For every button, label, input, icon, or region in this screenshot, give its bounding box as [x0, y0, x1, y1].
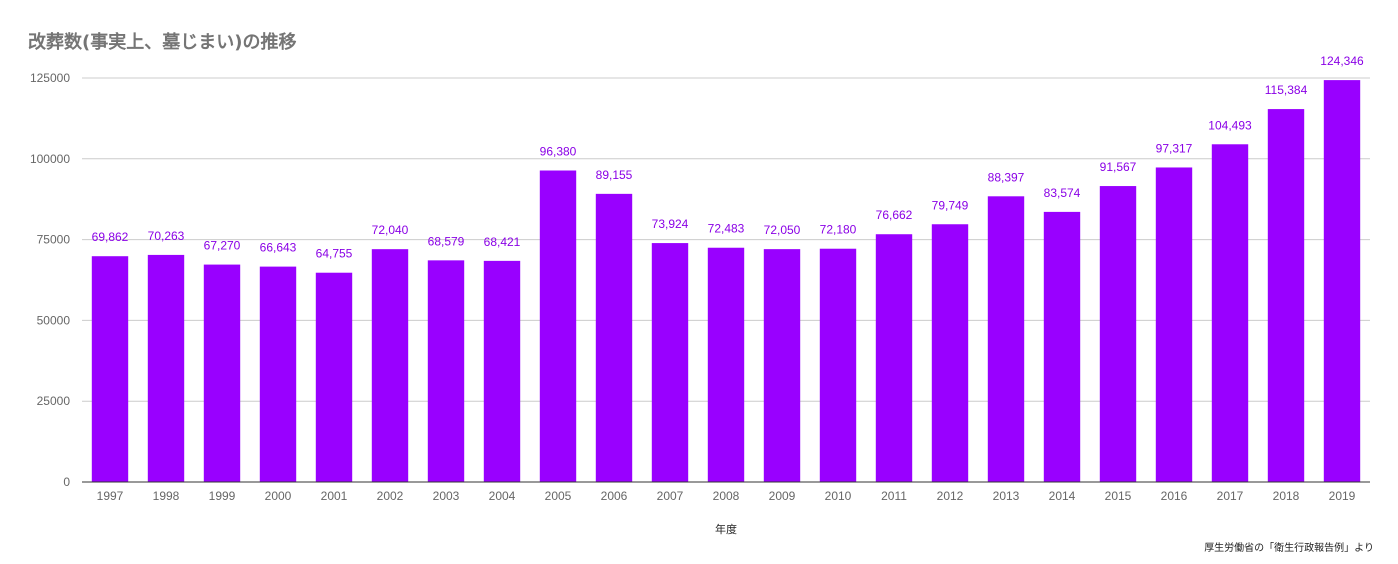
data-label: 72,180 [820, 223, 857, 237]
x-tick-label: 2006 [601, 489, 628, 503]
bar [203, 264, 241, 482]
bar [987, 196, 1025, 482]
x-tick-label: 2016 [1161, 489, 1188, 503]
data-label: 83,574 [1044, 186, 1081, 200]
data-label: 73,924 [652, 217, 689, 231]
source-note: 厚生労働省の「衛生行政報告例」より [1204, 543, 1374, 554]
bar [595, 193, 633, 482]
data-label: 70,263 [148, 229, 185, 243]
x-tick-label: 1998 [153, 489, 180, 503]
x-tick-label: 2017 [1217, 489, 1244, 503]
bar [259, 266, 297, 482]
data-label: 68,421 [484, 235, 521, 249]
x-tick-label: 2001 [321, 489, 348, 503]
bar [539, 170, 577, 482]
data-label: 124,346 [1320, 54, 1364, 68]
data-label: 66,643 [260, 241, 297, 255]
bar [147, 254, 185, 482]
x-tick-label: 2014 [1049, 489, 1076, 503]
data-label: 64,755 [316, 247, 353, 261]
x-tick-label: 2000 [265, 489, 292, 503]
data-label: 67,270 [204, 239, 241, 253]
data-label: 72,050 [764, 223, 801, 237]
bar [1323, 80, 1361, 482]
x-tick-label: 1997 [97, 489, 124, 503]
x-tick-label: 2015 [1105, 489, 1132, 503]
data-label: 89,155 [596, 168, 633, 182]
y-axis-ticks: 0 25000 50000 75000 100000 125000 [30, 71, 70, 489]
x-tick-label: 2013 [993, 489, 1020, 503]
x-tick-label: 2004 [489, 489, 516, 503]
x-axis-ticks: 1997 1998 1999 2000 2001 2002 2003 2004 2005 2006… [97, 489, 1356, 503]
data-label: 115,384 [1265, 83, 1308, 97]
bar [931, 224, 969, 483]
bar [1043, 211, 1081, 482]
x-tick-label: 2002 [377, 489, 404, 503]
y-tick-label: 0 [63, 475, 70, 489]
bar [651, 243, 689, 482]
bar [1267, 109, 1305, 482]
y-tick-label: 50000 [37, 313, 71, 327]
data-label: 96,380 [540, 144, 577, 158]
data-label: 72,483 [708, 222, 745, 236]
bar [875, 234, 913, 482]
x-tick-label: 2019 [1329, 489, 1356, 503]
data-label: 88,397 [988, 170, 1025, 184]
bar [91, 256, 129, 482]
data-labels: 69,862 70,263 67,270 66,643 64,755 72,040 68,5… [92, 54, 1364, 261]
x-tick-label: 1999 [209, 489, 236, 503]
x-tick-label: 2008 [713, 489, 740, 503]
y-tick-label: 25000 [37, 394, 71, 408]
x-tick-label: 2005 [545, 489, 572, 503]
y-tick-label: 75000 [37, 233, 71, 247]
bar [1211, 144, 1249, 482]
bar [1155, 167, 1193, 483]
data-label: 97,317 [1156, 141, 1193, 155]
data-label: 104,493 [1208, 118, 1252, 132]
chart-title: 改葬数(事実上、墓じまい)の推移 [28, 32, 297, 53]
bar [1099, 186, 1137, 482]
x-tick-label: 2009 [769, 489, 796, 503]
y-tick-label: 100000 [30, 152, 70, 166]
bar [763, 249, 801, 482]
bar [483, 260, 521, 482]
x-tick-label: 2010 [825, 489, 852, 503]
bar [427, 260, 465, 482]
x-axis-title: 年度 [715, 522, 737, 536]
x-tick-label: 2018 [1273, 489, 1300, 503]
x-tick-label: 2003 [433, 489, 460, 503]
bar [707, 247, 745, 482]
x-tick-label: 2007 [657, 489, 684, 503]
data-label: 79,749 [932, 198, 969, 212]
bar [371, 249, 409, 482]
y-tick-label: 125000 [30, 71, 70, 85]
data-label: 76,662 [876, 208, 913, 222]
bars [91, 80, 1361, 483]
x-tick-label: 2012 [937, 489, 964, 503]
bar [315, 272, 353, 482]
data-label: 72,040 [372, 223, 409, 237]
x-tick-label: 2011 [881, 489, 907, 503]
data-label: 69,862 [92, 230, 129, 244]
data-label: 91,567 [1100, 160, 1137, 174]
data-label: 68,579 [428, 234, 465, 248]
bar [819, 248, 857, 482]
